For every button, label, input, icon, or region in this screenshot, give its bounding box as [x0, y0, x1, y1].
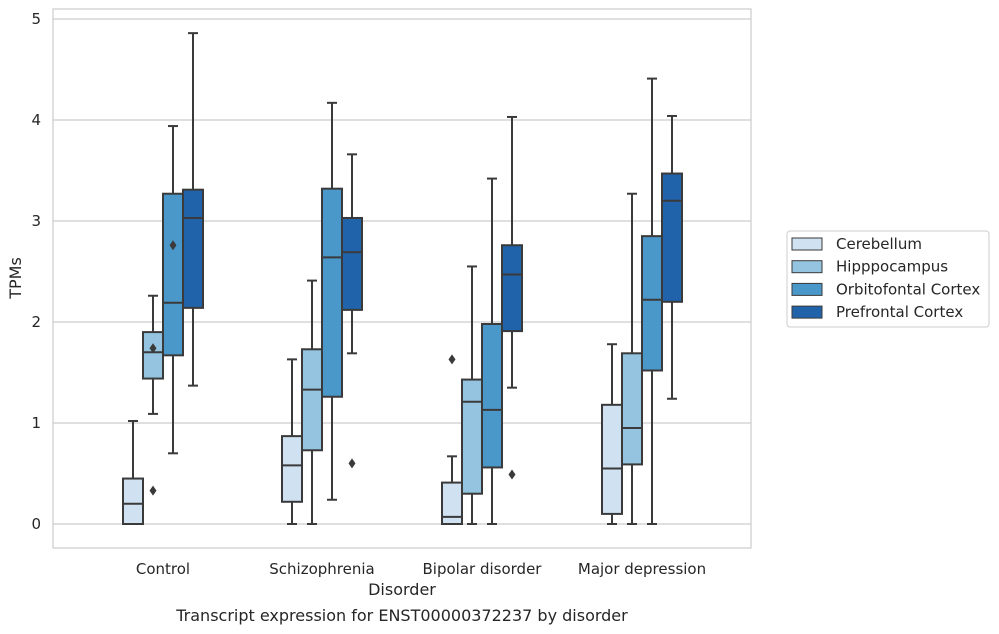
- series-prefrontal-cortex: [182, 32, 683, 480]
- box: [481, 177, 503, 525]
- outlier-point: [348, 458, 356, 469]
- box-body: [461, 378, 483, 495]
- legend-label: Cerebellum: [836, 235, 922, 253]
- box-body: [162, 192, 184, 357]
- legend-item: Prefrontal Cortex: [791, 303, 963, 321]
- box: [321, 101, 343, 501]
- y-tick-label: 0: [31, 515, 41, 533]
- box-body: [122, 477, 144, 525]
- box-body: [641, 235, 663, 372]
- legend-swatch: [791, 282, 823, 296]
- x-tick-label: Control: [136, 560, 190, 578]
- box-body: [501, 244, 523, 333]
- x-tick-label: Major depression: [578, 560, 706, 578]
- series-hipppocampus: [142, 192, 643, 525]
- x-tick-label: Schizophrenia: [269, 560, 374, 578]
- box: [162, 125, 184, 455]
- outlier-point: [169, 240, 177, 251]
- box-body: [301, 348, 323, 452]
- outlier-point: [448, 354, 456, 365]
- plot-area-frame: [52, 8, 752, 549]
- legend-swatch: [791, 305, 823, 319]
- legend-item: Cerebellum: [791, 235, 922, 253]
- box: [142, 294, 164, 496]
- box: [501, 115, 523, 480]
- box-body: [481, 323, 503, 469]
- series-cerebellum: [122, 343, 623, 525]
- box-body: [281, 435, 303, 503]
- outlier-point: [149, 485, 157, 496]
- legend-label: Hipppocampus: [836, 258, 948, 276]
- legend-label: Prefrontal Cortex: [836, 303, 963, 321]
- box: [461, 265, 483, 525]
- box-body: [601, 403, 623, 515]
- y-tick-label: 4: [31, 111, 41, 129]
- x-axis-label: Disorder: [368, 580, 436, 599]
- y-tick-label: 5: [31, 10, 41, 28]
- legend: Cerebellum Hipppocampus Orbitofontal Corte…: [786, 230, 990, 328]
- legend-item: Hipppocampus: [791, 258, 948, 276]
- x-tick-labels: Control Schizophrenia Bipolar disorder Majo…: [136, 560, 706, 578]
- outlier-point: [149, 343, 157, 354]
- box-body: [321, 187, 343, 398]
- legend-swatch: [791, 237, 823, 251]
- box: [621, 192, 643, 525]
- legend-label: Orbitofontal Cortex: [836, 280, 980, 298]
- box-body: [621, 352, 643, 466]
- box: [301, 279, 323, 525]
- box: [601, 343, 623, 525]
- outlier-point: [508, 469, 516, 480]
- box-body: [441, 481, 463, 525]
- box: [122, 419, 144, 525]
- box-body: [142, 331, 164, 380]
- box: [182, 32, 204, 387]
- box-series-group: [122, 32, 683, 525]
- box: [281, 358, 303, 525]
- box: [641, 77, 663, 525]
- box-body: [182, 188, 204, 309]
- box: [341, 153, 363, 469]
- series-orbitofontal-cortex: [162, 77, 663, 525]
- y-tick-label: 1: [31, 414, 41, 432]
- y-tick-labels: 0 1 2 3 4 5: [31, 10, 41, 533]
- y-tick-label: 2: [31, 313, 41, 331]
- legend-frame: [786, 230, 990, 328]
- y-axis-label: TPMs: [6, 257, 25, 300]
- legend-item: Orbitofontal Cortex: [791, 280, 980, 298]
- box-body: [341, 216, 363, 311]
- y-tick-label: 3: [31, 212, 41, 230]
- chart-caption: Transcript expression for ENST0000037223…: [175, 606, 628, 625]
- box: [661, 114, 683, 400]
- legend-swatch: [791, 260, 823, 274]
- box-body: [661, 172, 683, 303]
- box: [441, 354, 463, 525]
- x-tick-label: Bipolar disorder: [423, 560, 543, 578]
